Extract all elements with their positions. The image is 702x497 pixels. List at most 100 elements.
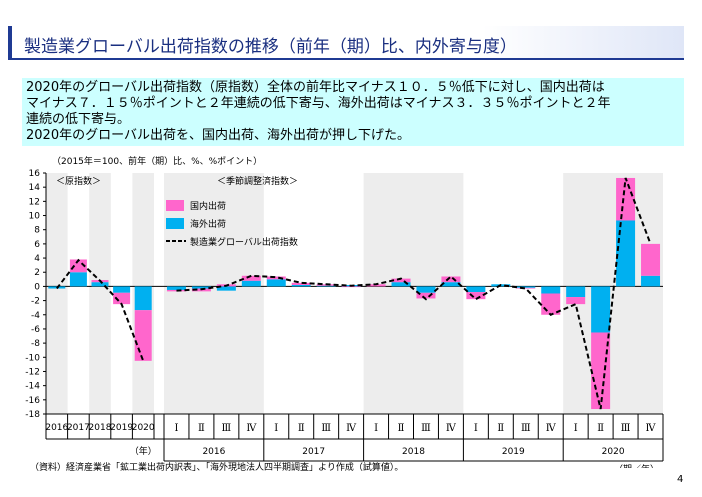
x-year-label: 2017 — [302, 447, 325, 457]
domestic-bar — [441, 276, 461, 283]
x-quarter-label: Ⅱ — [298, 423, 305, 434]
overseas-bar — [616, 220, 636, 287]
x-quarter-label: Ⅳ — [446, 423, 457, 434]
x-quarter-label: Ⅳ — [646, 423, 657, 434]
y-tick-label: -4 — [31, 311, 40, 321]
domestic-bar — [113, 292, 131, 305]
shade-band — [89, 173, 111, 414]
domestic-bar — [134, 310, 152, 361]
x-year-label: 2018 — [402, 447, 425, 457]
y-tick-label: 16 — [29, 169, 41, 179]
x-quarter-label: Ⅰ — [474, 423, 478, 434]
x-quarter-label: Ⅰ — [274, 423, 278, 434]
x-quarter-label: Ⅱ — [198, 423, 205, 434]
overseas-bar — [466, 286, 486, 293]
y-tick-label: -12 — [25, 367, 40, 377]
domestic-bar — [291, 282, 311, 285]
x-quarter-label: Ⅲ — [421, 423, 431, 434]
panel-label: ＜季節調整済指数＞ — [217, 175, 298, 187]
x-quarter-label: Ⅱ — [597, 423, 604, 434]
legend-swatch-overseas — [166, 218, 184, 229]
x-quarter-label: Ⅱ — [497, 423, 504, 434]
x-quarter-label: Ⅳ — [546, 423, 557, 434]
domestic-bar — [641, 243, 661, 276]
x-year-label: 2020 — [602, 447, 625, 457]
domestic-bar — [416, 292, 436, 299]
summary-box: 2020年のグローバル出荷指数（原指数）全体の前年比マイナス１０．５％低下に対し… — [22, 78, 684, 146]
overseas-bar — [566, 286, 586, 298]
unit-label: （2015年＝100、前年（期）比、%、%ポイント） — [52, 155, 262, 167]
overseas-bar — [441, 282, 461, 287]
x-unit-label: （期／年） — [614, 463, 659, 468]
y-tick-label: -16 — [25, 396, 40, 406]
overseas-bar — [191, 286, 211, 289]
y-tick-label: -6 — [31, 325, 40, 335]
x-quarter-label: Ⅰ — [574, 423, 578, 434]
domestic-bar — [616, 177, 636, 221]
overseas-bar — [134, 286, 152, 311]
title-bar: 製造業グローバル出荷指数の推移（前年（期）比、内外寄与度） — [8, 26, 684, 60]
total-line-annual — [56, 258, 145, 362]
x-quarter-label: Ⅰ — [374, 423, 378, 434]
y-tick-label: -14 — [25, 382, 40, 392]
legend-swatch-domestic — [166, 200, 184, 211]
overseas-bar — [241, 280, 261, 287]
domestic-bar — [241, 275, 261, 281]
overseas-bar — [69, 272, 87, 287]
overseas-bar — [591, 286, 611, 333]
summary-line: 2020年のグローバル出荷指数（原指数）全体の前年比マイナス１０．５％低下に対し… — [26, 80, 605, 95]
overseas-bar — [541, 286, 561, 294]
overseas-bar — [216, 286, 236, 291]
y-tick-label: -18 — [25, 410, 40, 420]
x-year-label: 2016 — [202, 447, 225, 457]
shade-band — [363, 173, 464, 414]
domestic-bar — [466, 292, 486, 300]
y-tick-label: -10 — [25, 353, 40, 363]
overseas-bar — [166, 286, 186, 290]
x-unit-label: （年） — [130, 445, 157, 457]
x-quarter-label: Ⅰ — [174, 423, 178, 434]
source-note: （資料）経済産業省「鉱工業出荷内訳表」、「海外現地法人四半期調査」より作成（試算… — [30, 463, 404, 473]
x-tick-label: 2020 — [132, 423, 155, 433]
x-tick-label: 2019 — [110, 423, 133, 433]
legend-label: 国内出荷 — [190, 200, 226, 212]
x-quarter-label: Ⅳ — [246, 423, 257, 434]
shade-band — [164, 173, 264, 414]
overseas-bar — [113, 286, 131, 293]
domestic-bar — [266, 276, 286, 280]
panel-label: ＜原指数＞ — [56, 175, 101, 187]
x-tick-label: 2018 — [89, 423, 112, 433]
overseas-bar — [641, 275, 661, 287]
domestic-bar — [69, 259, 87, 273]
x-tick-label: 2016 — [45, 423, 68, 433]
domestic-bar — [591, 332, 611, 410]
y-tick-label: 12 — [29, 197, 40, 207]
domestic-bar — [566, 297, 586, 305]
summary-line: マイナス７．１５％ポイントと２年連続の低下寄与、海外出荷はマイナス３．３５％ポイ… — [26, 96, 611, 111]
legend-label: 製造業グローバル出荷指数 — [190, 236, 298, 248]
page-number: 4 — [677, 474, 684, 485]
overseas-bar — [91, 282, 109, 287]
y-tick-label: 0 — [34, 282, 40, 292]
y-tick-label: -8 — [31, 339, 40, 349]
overseas-bar — [266, 279, 286, 287]
overseas-bar — [316, 285, 336, 287]
x-quarter-label: Ⅱ — [398, 423, 405, 434]
x-quarter-label: Ⅲ — [222, 423, 232, 434]
x-quarter-label: Ⅲ — [521, 423, 531, 434]
overseas-bar — [291, 284, 311, 287]
total-line-quarterly — [176, 177, 652, 410]
y-tick-label: 10 — [29, 212, 41, 222]
x-quarter-label: Ⅲ — [621, 423, 631, 434]
x-year-label: 2019 — [502, 447, 525, 457]
y-tick-label: -2 — [31, 297, 40, 307]
x-quarter-label: Ⅲ — [321, 423, 331, 434]
x-tick-label: 2017 — [67, 423, 90, 433]
y-tick-label: 8 — [34, 226, 40, 236]
legend-label: 海外出荷 — [190, 218, 226, 230]
y-tick-label: 2 — [34, 268, 40, 278]
overseas-bar — [416, 286, 436, 293]
domestic-bar — [341, 286, 361, 288]
y-tick-label: 4 — [34, 254, 40, 264]
overseas-bar — [391, 282, 411, 287]
